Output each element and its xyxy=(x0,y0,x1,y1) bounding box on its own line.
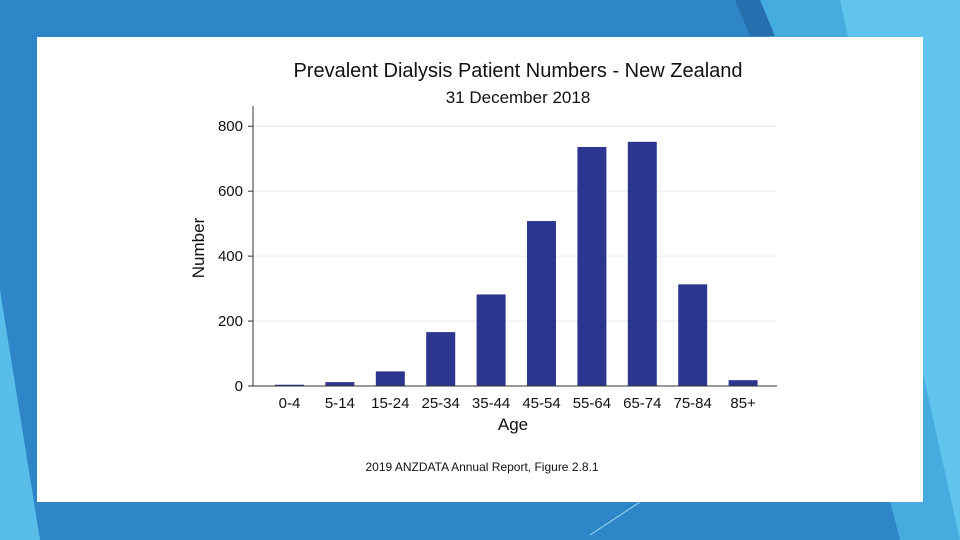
x-axis-label: Age xyxy=(498,415,528,434)
x-tick-label: 55-64 xyxy=(573,395,611,412)
x-tick-label: 0-4 xyxy=(279,395,301,412)
y-axis-label: Number xyxy=(189,217,208,278)
x-tick-label: 45-54 xyxy=(522,395,560,412)
x-tick-label: 5-14 xyxy=(325,395,355,412)
bar-45-54 xyxy=(527,221,556,386)
x-tick-label: 85+ xyxy=(730,395,756,412)
chart-title: Prevalent Dialysis Patient Numbers - New… xyxy=(293,60,743,82)
y-tick-label: 0 xyxy=(235,378,243,395)
bar-0-4 xyxy=(275,384,304,386)
y-tick-label: 400 xyxy=(218,248,243,265)
y-tick-label: 200 xyxy=(218,313,243,330)
chart-subtitle: 31 December 2018 xyxy=(445,88,591,107)
bar-65-74 xyxy=(627,141,657,386)
bar-15-24 xyxy=(375,371,405,386)
x-tick-label: 15-24 xyxy=(371,395,409,412)
source-caption: 2019 ANZDATA Annual Report, Figure 2.8.1 xyxy=(365,460,599,474)
y-tick-label: 800 xyxy=(218,118,243,135)
bar-35-44 xyxy=(476,294,506,386)
bar-5-14 xyxy=(325,382,355,386)
x-tick-label: 25-34 xyxy=(422,395,460,412)
slide-content-card: Prevalent Dialysis Patient Numbers - New… xyxy=(37,37,923,502)
x-tick-label: 75-84 xyxy=(674,395,712,412)
x-tick-label: 35-44 xyxy=(472,395,510,412)
y-tick-label: 600 xyxy=(218,183,243,200)
x-tick-label: 65-74 xyxy=(623,395,661,412)
bar-85+ xyxy=(728,380,758,386)
bar-25-34 xyxy=(426,332,456,386)
bar-chart: 0 200 400 600 800 0-4 5-14 15-24 25-34 35-44 45-54… xyxy=(189,106,777,434)
bar-75-84 xyxy=(678,284,708,386)
bar-55-64 xyxy=(577,147,607,386)
